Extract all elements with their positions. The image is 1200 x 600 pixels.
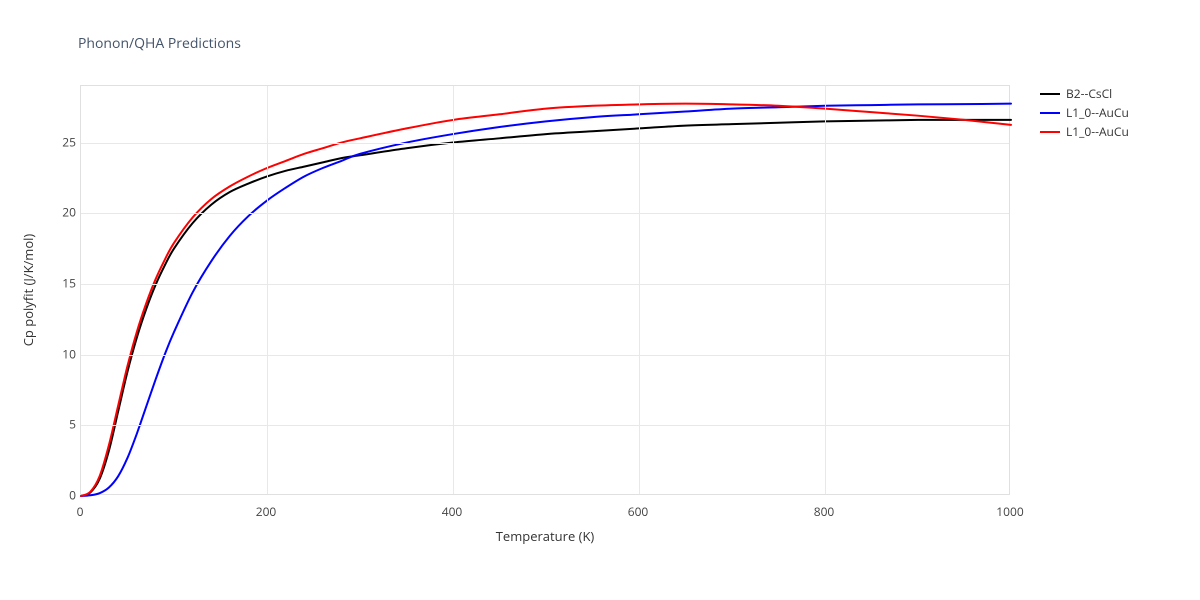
legend-label: B2--CsCl xyxy=(1066,85,1112,102)
grid-line-horizontal xyxy=(81,284,1009,285)
grid-line-horizontal xyxy=(81,143,1009,144)
x-tick-label: 600 xyxy=(628,503,649,520)
x-tick-label: 200 xyxy=(256,503,277,520)
x-tick-label: 0 xyxy=(77,503,84,520)
y-tick-label: 5 xyxy=(56,416,76,433)
x-tick-label: 800 xyxy=(814,503,835,520)
y-tick-label: 15 xyxy=(56,274,76,291)
series-line xyxy=(81,120,1011,496)
series-line xyxy=(81,104,1011,496)
grid-line-horizontal xyxy=(81,355,1009,356)
series-line xyxy=(81,104,1011,496)
grid-line-vertical xyxy=(453,86,454,494)
legend-item[interactable]: L1_0--AuCu xyxy=(1040,104,1129,121)
legend-swatch xyxy=(1040,131,1060,133)
grid-line-vertical xyxy=(639,86,640,494)
legend-label: L1_0--AuCu xyxy=(1066,123,1129,140)
y-tick-label: 10 xyxy=(56,345,76,362)
x-tick-label: 400 xyxy=(442,503,463,520)
grid-line-vertical xyxy=(825,86,826,494)
x-tick-label: 1000 xyxy=(996,503,1023,520)
chart-curves xyxy=(81,86,1011,496)
y-tick-label: 20 xyxy=(56,204,76,221)
legend-swatch xyxy=(1040,112,1060,114)
y-tick-label: 0 xyxy=(56,487,76,504)
legend-label: L1_0--AuCu xyxy=(1066,104,1129,121)
grid-line-horizontal xyxy=(81,425,1009,426)
chart-title: Phonon/QHA Predictions xyxy=(78,34,241,53)
y-tick-label: 25 xyxy=(56,133,76,150)
legend: B2--CsCl L1_0--AuCu L1_0--AuCu xyxy=(1040,85,1129,142)
grid-line-horizontal xyxy=(81,213,1009,214)
legend-swatch xyxy=(1040,93,1060,95)
x-axis-label: Temperature (K) xyxy=(496,527,595,545)
legend-item[interactable]: L1_0--AuCu xyxy=(1040,123,1129,140)
plot-area xyxy=(80,85,1010,495)
y-axis-label: Cp polyfit (J/K/mol) xyxy=(19,234,37,347)
grid-line-vertical xyxy=(267,86,268,494)
legend-item[interactable]: B2--CsCl xyxy=(1040,85,1129,102)
